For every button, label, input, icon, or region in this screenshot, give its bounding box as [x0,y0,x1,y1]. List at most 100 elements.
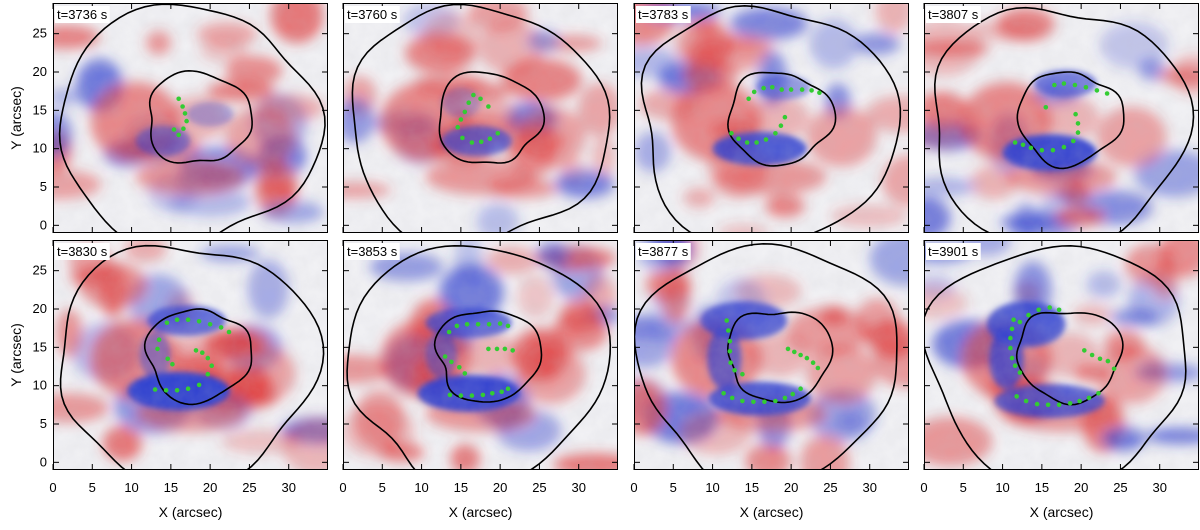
wave-front-marker [466,100,471,105]
x-tick-label: 15 [745,480,759,495]
penumbra-contour [640,4,902,233]
panel-frame [924,3,1199,233]
panel-label-background [636,6,691,23]
x-tick-label: 20 [784,480,798,495]
wave-front-marker [1089,352,1095,358]
wave-front-marker [505,323,511,329]
panel-label-background [345,243,400,260]
wave-front-marker [798,386,803,391]
x-tick-label: 25 [242,480,256,495]
velocity-panel: t=3736 s 0 5 10 15 20 25 Y (arcsec) [8,3,328,233]
wave-front-marker [763,137,769,142]
wave-front-marker [505,386,511,391]
wave-front-marker [762,399,767,405]
wave-front-marker [462,109,468,115]
wave-front-marker [1067,401,1073,406]
panel-label-background [926,243,981,260]
panel-frame [634,3,909,233]
wave-front-marker [815,365,821,371]
y-tick-label: 20 [33,301,47,316]
wave-front-marker [449,359,454,365]
panel-label-background [636,243,691,260]
velocity-panel: t=3760 s [342,3,618,233]
y-tick-label: 0 [40,454,47,469]
wave-front-marker [1009,355,1015,361]
wave-front-marker [479,139,484,145]
wave-front-marker [785,346,791,352]
wave-front-marker [442,354,448,359]
wave-front-marker [778,123,784,128]
x-tick-label: 0 [920,480,927,495]
velocity-panel: t=3853 s 0 5 10 15 20 25 30 X (arcsec) [339,240,618,520]
velocity-map [924,3,1199,233]
wave-front-marker [790,391,795,397]
wave-front-marker [1056,402,1062,408]
panel-ticks [342,3,618,233]
penumbra-contour [346,244,612,470]
wave-front-marker [736,136,741,141]
wave-front-marker [196,319,202,324]
wave-front-marker [1017,370,1023,375]
wave-front-marker [226,329,232,335]
velocity-panel: t=3783 s [633,3,909,233]
x-tick-label: 25 [1113,480,1127,495]
wave-front-marker [788,87,794,92]
y-axis-label: Y (arcsec) [8,86,24,150]
wave-front-marker [209,363,214,368]
wave-front-marker [1023,398,1029,404]
wave-front-marker [155,346,160,352]
x-tick-label: 0 [49,480,56,495]
umbra-contour [727,71,837,167]
wave-front-marker [510,348,515,353]
x-tick-label: 10 [124,480,138,495]
velocity-map [53,240,328,470]
wave-front-marker [497,321,503,326]
texture-overlay [53,240,328,470]
wave-front-marker [181,126,186,131]
wave-front-marker [174,317,180,322]
wave-front-marker [180,104,185,109]
wave-front-marker [1020,142,1026,148]
y-tick-label: 25 [33,26,47,41]
y-tick-label: 15 [33,339,47,354]
wave-front-marker [1105,358,1111,364]
umbra-contour [433,310,543,403]
wave-front-marker [727,338,733,344]
wave-front-marker [817,90,822,95]
panel-frame [53,3,328,233]
x-tick-label: 10 [414,480,428,495]
x-tick-label: 0 [630,480,637,495]
x-tick-label: 5 [89,480,96,495]
wave-front-marker [200,350,205,355]
panel-time-label: t=3783 s [638,7,689,22]
wave-front-marker [207,322,213,327]
wave-front-marker [1009,326,1015,332]
wave-front-marker [455,124,460,130]
panel-ticks [342,240,618,470]
wave-front-marker [447,392,453,398]
panels-layer: t=3736 s 0 5 10 15 20 25 Y (arcsec) t=3760 s t=37… [8,3,1199,520]
panel-ticks [52,240,328,470]
wave-front-marker [1072,82,1078,88]
velocity-panel: t=3807 s [923,3,1199,233]
panel-ticks [52,3,328,233]
wave-front-marker [782,395,788,401]
x-tick-label: 30 [1152,480,1166,495]
wave-front-marker [502,346,508,352]
x-tick-label: 20 [203,480,217,495]
wave-front-marker [1075,121,1081,126]
wave-front-marker [164,320,170,326]
penumbra-contour [351,3,611,233]
x-tick-label: 5 [670,480,677,495]
wave-front-marker [218,325,224,330]
wave-front-marker [773,131,778,136]
wave-front-marker [1056,307,1062,313]
wave-front-marker [761,85,766,91]
wave-front-marker [1096,391,1101,396]
wave-front-marker [729,395,735,401]
panel-frame [343,240,618,470]
wave-front-marker [792,349,797,355]
wave-front-marker [724,318,729,323]
wave-front-marker [1083,85,1089,90]
